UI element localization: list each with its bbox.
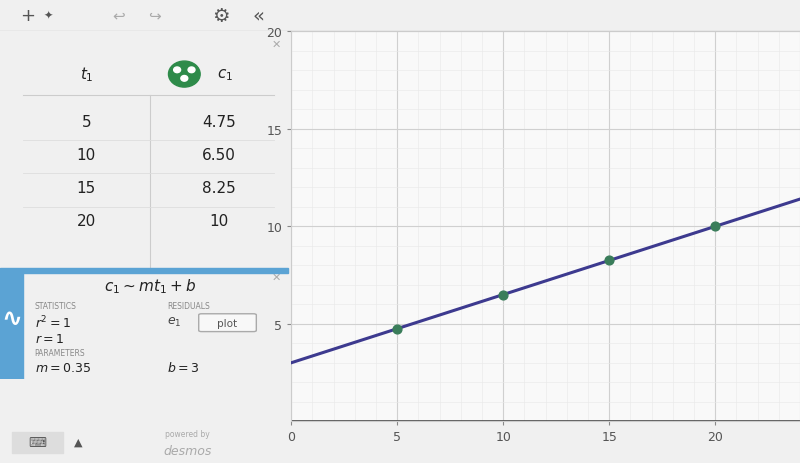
Text: +: + [20,7,35,25]
Bar [0,269,288,273]
Bar [0,269,23,380]
Circle shape [174,68,181,74]
Text: $r^2 = 1$: $r^2 = 1$ [34,313,70,330]
Text: PARAMETERS: PARAMETERS [34,349,85,357]
Circle shape [181,76,188,82]
Text: $r = 1$: $r = 1$ [34,332,64,345]
Text: $e_1$: $e_1$ [167,315,182,328]
Text: RESIDUALS: RESIDUALS [167,302,210,311]
Text: ⚙: ⚙ [212,7,230,25]
Text: ✦: ✦ [44,11,54,21]
Point [603,257,616,264]
Text: ▲: ▲ [74,437,82,447]
Text: $c_1$: $c_1$ [217,67,233,83]
Circle shape [169,62,200,88]
Text: 6.50: 6.50 [202,148,236,163]
Text: $b = 3$: $b = 3$ [167,361,199,375]
Point [709,223,722,231]
Text: ✕: ✕ [272,39,281,50]
Text: 4.75: 4.75 [202,115,236,130]
Circle shape [188,68,195,74]
Point [390,325,403,332]
Text: plot: plot [218,318,238,328]
Text: $m = 0.35$: $m = 0.35$ [34,361,91,374]
Text: ↪: ↪ [148,9,161,24]
Text: ∿: ∿ [1,307,22,331]
Text: 20: 20 [77,214,96,229]
Text: $c_1 \sim mt_1 + b$: $c_1 \sim mt_1 + b$ [104,277,196,296]
Text: 5: 5 [82,115,91,130]
Point [497,291,510,299]
Text: 10: 10 [77,148,96,163]
Text: ✕: ✕ [272,272,281,282]
Text: ⌨: ⌨ [29,436,46,449]
Text: ↩: ↩ [112,9,125,24]
Text: 15: 15 [77,181,96,196]
Bar [11,432,63,453]
Text: STATISTICS: STATISTICS [34,302,77,311]
Text: 10: 10 [210,214,229,229]
Text: $t_1$: $t_1$ [79,66,94,84]
FancyBboxPatch shape [198,314,256,332]
Text: desmos: desmos [163,444,211,457]
Text: powered by: powered by [165,429,210,438]
Text: «: « [252,7,264,25]
Text: 8.25: 8.25 [202,181,236,196]
